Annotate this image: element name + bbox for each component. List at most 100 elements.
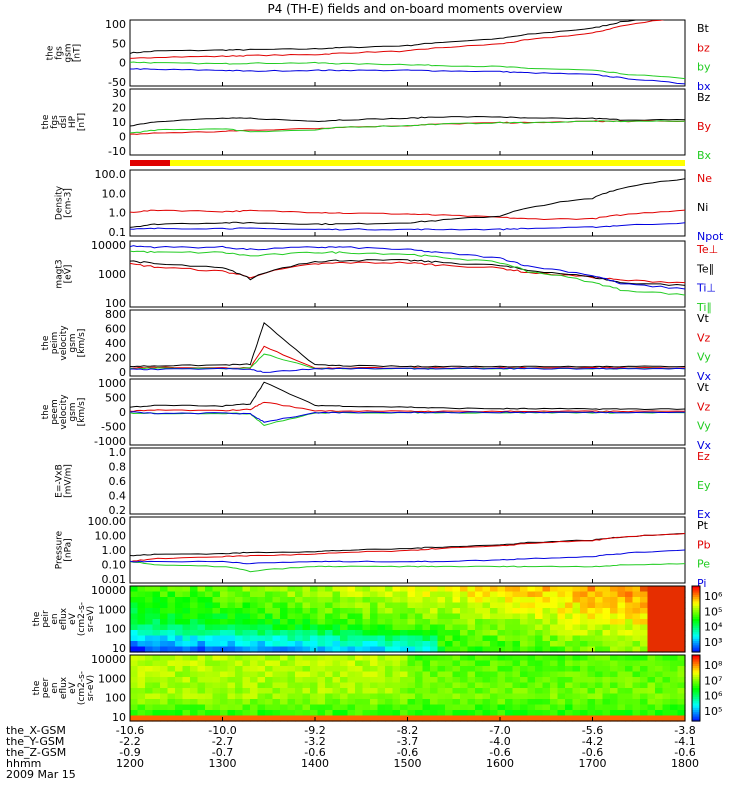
xaxis-value: -7.0: [489, 724, 510, 737]
spectrogram-cell: [235, 666, 244, 673]
spectrogram-cell: [197, 624, 206, 631]
spectrogram-cell: [377, 635, 386, 642]
spectrogram-cell: [332, 677, 341, 684]
spectrogram-cell: [640, 591, 649, 598]
ylabel-line: peim: [50, 332, 60, 355]
spectrogram-cell: [512, 655, 521, 662]
colorbar-segment: [692, 657, 700, 660]
ylabel-line: the: [41, 114, 51, 129]
spectrogram-cell: [467, 613, 476, 620]
spectrogram-cell: [152, 693, 161, 700]
spectrogram-cell: [265, 704, 274, 711]
spectrogram-cell: [257, 688, 266, 695]
colorbar-segment: [692, 655, 700, 658]
spectrogram-cell: [587, 613, 596, 620]
spectrogram-cell: [160, 586, 169, 593]
spectrogram-cell: [497, 635, 506, 642]
spectrogram-cell: [677, 597, 686, 604]
legend-label: Vx: [697, 439, 712, 452]
spectrogram: [130, 655, 686, 722]
spectrogram-cell: [445, 602, 454, 609]
spectrogram-cell: [557, 597, 566, 604]
ytick-label: 10.00: [95, 530, 127, 543]
spectrogram-cell: [520, 630, 529, 637]
spectrogram-cell: [512, 641, 521, 648]
spectrogram-cell: [475, 597, 484, 604]
spectrogram-cell: [265, 635, 274, 642]
spectrogram-cell: [415, 630, 424, 637]
spectrogram-cell: [227, 613, 236, 620]
spectrogram-cell: [145, 699, 154, 706]
spectrogram-cell: [257, 693, 266, 700]
spectrogram-cell: [647, 660, 656, 667]
spectrogram-cell: [677, 655, 686, 662]
ytick-label: 1000: [98, 603, 126, 616]
spectrogram-cell: [250, 671, 259, 678]
spectrogram-cell: [167, 619, 176, 626]
spectrogram-cell: [392, 624, 401, 631]
xaxis-value: -4.2: [582, 735, 603, 748]
spectrogram-cell: [602, 635, 611, 642]
spectrogram-cell: [467, 671, 476, 678]
spectrogram-cell: [520, 715, 529, 722]
colorbar-segment: [692, 694, 700, 698]
spectrogram-cell: [602, 646, 611, 653]
spectrogram-cell: [670, 688, 679, 695]
spectrogram-cell: [505, 608, 514, 615]
spectrogram-cell: [527, 671, 536, 678]
spectrogram-cell: [160, 699, 169, 706]
spectrogram-cell: [520, 688, 529, 695]
spectrogram-cell: [325, 671, 334, 678]
panel-peem_velocity: the peem velocity gsm [km/s]10005000-500-100…: [41, 377, 712, 452]
spectrogram-cell: [400, 704, 409, 711]
spectrogram-cell: [347, 688, 356, 695]
spectrogram-cell: [520, 641, 529, 648]
spectrogram-cell: [220, 693, 229, 700]
spectrogram-cell: [512, 666, 521, 673]
spectrogram-cell: [407, 613, 416, 620]
spectrogram-cell: [175, 699, 184, 706]
spectrogram-cell: [377, 646, 386, 653]
series-line-Vt: [130, 321, 685, 368]
spectrogram-cell: [430, 591, 439, 598]
spectrogram-cell: [527, 619, 536, 626]
spectrogram-cell: [280, 699, 289, 706]
spectrogram-cell: [557, 641, 566, 648]
spectrogram-cell: [670, 682, 679, 689]
spectrogram-cell: [625, 635, 634, 642]
spectrogram-cell: [317, 613, 326, 620]
spectrogram-cell: [460, 602, 469, 609]
spectrogram-cell: [430, 597, 439, 604]
spectrogram-cell: [355, 693, 364, 700]
spectrogram-cell: [265, 682, 274, 689]
spectrogram-cell: [355, 699, 364, 706]
spectrogram-cell: [490, 602, 499, 609]
spectrogram-cell: [580, 671, 589, 678]
spectrogram-cell: [295, 715, 304, 722]
spectrogram-cell: [400, 677, 409, 684]
spectrogram-cell: [362, 630, 371, 637]
spectrogram-cell: [175, 613, 184, 620]
spectrogram-cell: [272, 602, 281, 609]
spectrogram-cell: [430, 586, 439, 593]
spectrogram-cell: [287, 613, 296, 620]
spectrogram-cell: [400, 608, 409, 615]
spectrogram-cell: [640, 655, 649, 662]
spectrogram-cell: [445, 586, 454, 593]
ylabel-line: [nT]: [73, 44, 83, 62]
spectrogram-cell: [287, 677, 296, 684]
spectrogram-cell: [542, 677, 551, 684]
spectrogram-cell: [407, 671, 416, 678]
spectrogram-cell: [407, 693, 416, 700]
spectrogram-cell: [587, 677, 596, 684]
spectrogram-cell: [340, 715, 349, 722]
spectrogram-cell: [137, 655, 146, 662]
spectrogram-cell: [482, 630, 491, 637]
colorbar-segment: [692, 630, 700, 633]
spectrogram-cell: [145, 586, 154, 593]
spectrogram-cell: [317, 655, 326, 662]
spectrogram-cell: [520, 660, 529, 667]
colorbar-segment: [692, 659, 700, 663]
spectrogram-cell: [587, 586, 596, 593]
spectrogram-cell: [355, 602, 364, 609]
